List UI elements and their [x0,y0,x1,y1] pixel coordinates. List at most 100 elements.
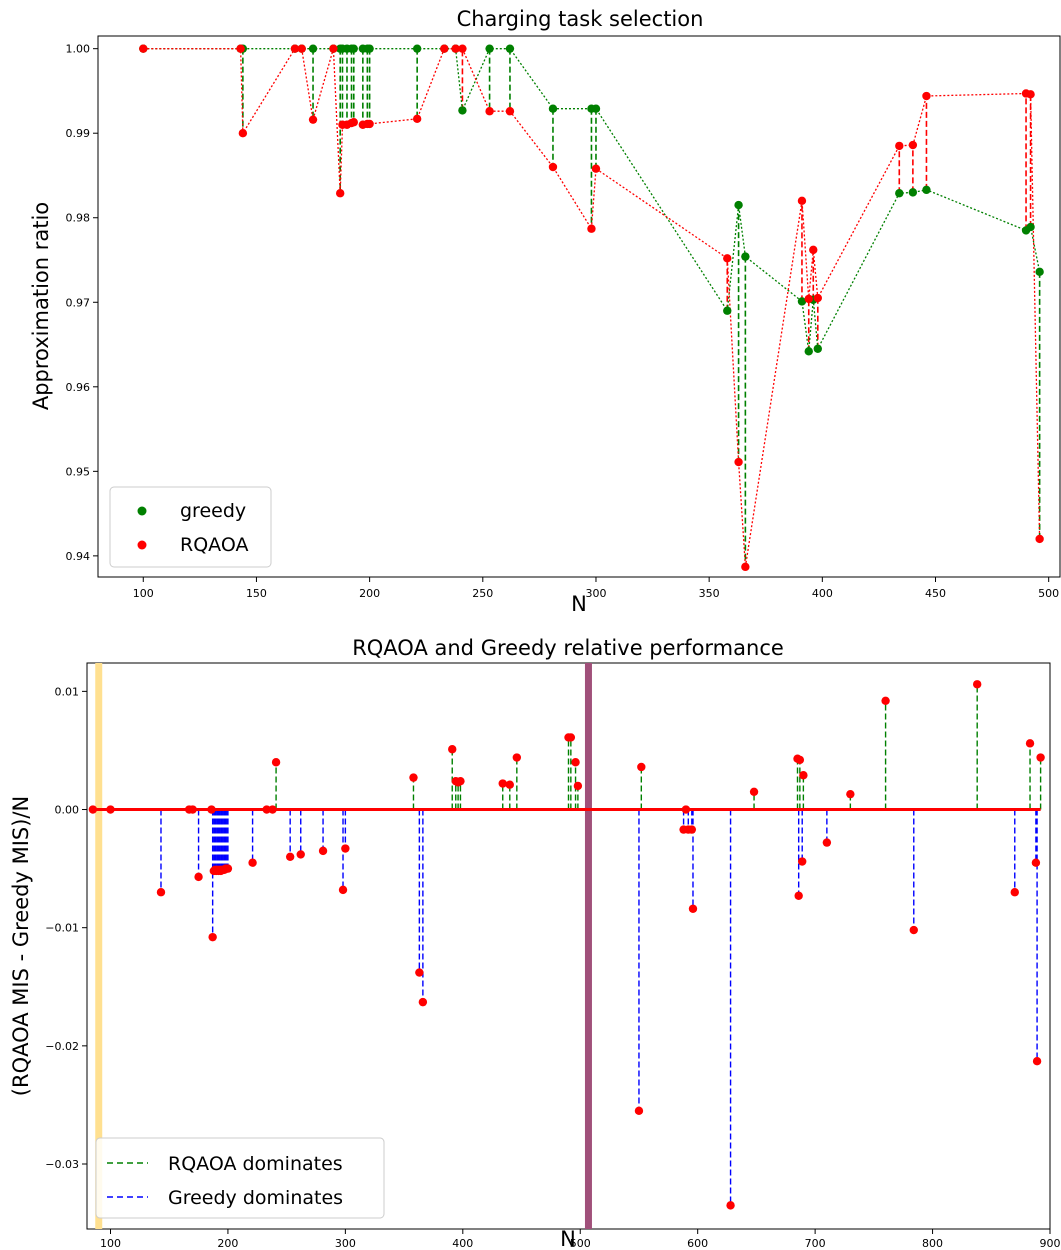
bottom-x-tick-label: 700 [805,1237,826,1250]
rqaoa-point [908,140,918,150]
greedy-point [813,344,823,353]
bottom-plot-frame [86,662,1051,1230]
top-y-tick-label: 0.97 [66,296,91,309]
greedy-point [308,44,318,53]
top-x-tick-label: 150 [246,587,267,600]
greedy-point [723,306,732,315]
difference-point [208,932,217,942]
top-y-tick-label: 0.95 [66,465,91,478]
greedy-point [548,104,558,113]
greedy-point [895,189,904,198]
difference-point [795,755,805,765]
top-x-tick-label: 200 [359,587,380,600]
rqaoa-point [734,457,743,467]
bottom-x-tick-label: 200 [217,1237,238,1250]
bottom-y-axis-label: (RQAOA MIS - Greedy MIS)/N [9,796,33,1096]
difference-point [498,779,507,788]
top-chart-title: Charging task selection [457,7,704,31]
difference-point [418,997,428,1007]
greedy-point [734,200,743,210]
difference-point [415,968,424,977]
difference-point [637,762,646,772]
bottom-x-axis-label: N [560,1227,576,1250]
rqaoa-point [797,196,807,206]
difference-point [271,758,281,767]
rqaoa-point [591,164,601,173]
difference-point [296,850,305,859]
greedy-point [922,185,931,195]
rqaoa-point [451,44,460,53]
rqaoa-point [895,141,904,151]
bottom-y-tick-label: 0.00 [55,804,80,817]
difference-point [456,776,465,786]
difference-point [749,787,759,796]
top-plot-frame [97,35,1061,578]
rqaoa-point [505,107,515,116]
top-plot-area [139,44,1044,572]
bottom-plot-area [88,663,1045,1229]
difference-point [687,825,697,834]
rqaoa-point [236,44,245,53]
top-x-tick-label: 100 [133,587,154,600]
top-y-tick-label: 0.94 [66,550,91,563]
difference-point [726,1201,735,1210]
difference-point [972,680,982,689]
legend-label-greedy-dominates: Greedy dominates [168,1187,343,1209]
difference-point [1032,1057,1042,1066]
rqaoa-point [329,44,338,53]
rqaoa-point [440,44,449,53]
difference-point [156,888,166,897]
difference-point [681,805,691,814]
bottom-y-tick-label: −0.02 [45,1040,79,1053]
bottom-x-tick-label: 900 [1040,1237,1061,1250]
top-legend: greedy RQAOA [109,486,272,568]
difference-point [634,1106,644,1116]
greedy-point [458,106,467,115]
top-y-tick-label: 1.00 [66,43,91,56]
difference-point [338,885,348,895]
rqaoa-point [308,115,318,124]
difference-point [285,852,295,861]
rqaoa-series-line [143,48,1041,567]
greedy-point [1035,267,1044,277]
greedy-point [349,44,358,53]
difference-point [822,838,832,847]
difference-point [1036,753,1045,762]
rqaoa-point [809,245,818,255]
bottom-x-tick-label: 100 [100,1237,121,1250]
difference-point [512,753,522,762]
difference-point [194,872,203,882]
bottom-x-tick-label: 300 [335,1237,356,1250]
difference-point [798,857,807,866]
difference-point [448,745,457,754]
top-x-tick-label: 350 [699,587,720,600]
difference-point [223,864,233,873]
rqaoa-point [238,129,248,138]
rqaoa-point [349,118,358,127]
difference-point [1031,858,1041,867]
rqaoa-point [458,44,467,53]
top-y-ticks: 0.94 0.95 0.96 0.97 0.98 0.99 1.00 [66,43,98,563]
difference-point [881,696,890,706]
difference-point [262,805,271,814]
rqaoa-point [587,224,596,233]
greedy-point [485,44,494,53]
bottom-y-ticks: −0.03 −0.02 −0.01 0.00 0.01 [45,685,87,1171]
bottom-x-ticks: 100 200 300 400 500 600 700 800 900 [100,1229,1061,1250]
rqaoa-point [1026,90,1035,99]
bottom-y-tick-label: 0.01 [55,685,80,698]
difference-point [571,758,580,767]
rqaoa-point [365,119,374,129]
top-x-tick-label: 250 [472,587,493,600]
bottom-y-tick-label: −0.03 [45,1158,79,1171]
top-x-tick-label: 500 [1038,587,1059,600]
legend-marker-rqaoa [137,540,147,550]
rqaoa-point [922,91,931,101]
difference-point [573,781,583,791]
difference-point [341,844,350,853]
difference-point [505,780,514,789]
top-x-tick-label: 300 [585,587,606,600]
bottom-x-tick-label: 400 [452,1237,473,1250]
rqaoa-point [485,107,494,116]
